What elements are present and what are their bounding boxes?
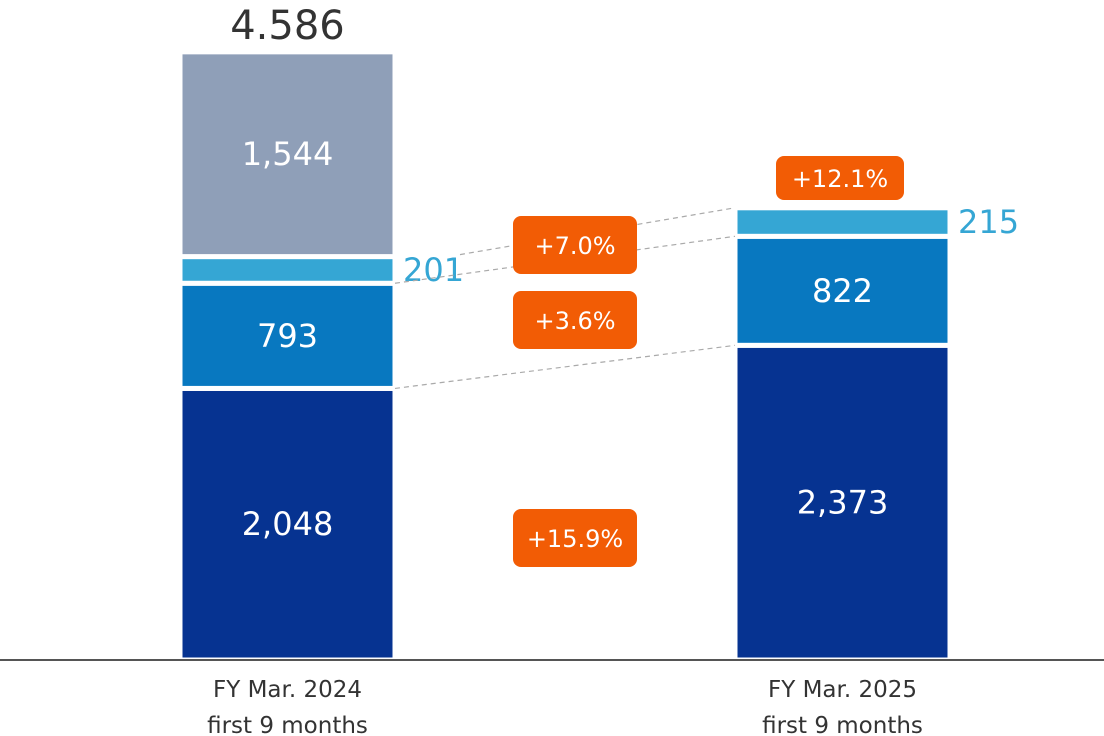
annotation: +3.6%	[534, 307, 615, 335]
value-label: 1,544	[242, 135, 334, 173]
annotation-box	[513, 291, 637, 349]
bar-segment	[177, 49, 398, 260]
value-label: 793	[257, 317, 318, 355]
annotation-box	[513, 216, 637, 274]
bar-segment	[732, 233, 953, 348]
value-label: 201	[403, 251, 464, 289]
total-label: 4.586	[230, 3, 345, 49]
connector	[394, 344, 736, 390]
value-label: 822	[812, 272, 873, 310]
bar-segment	[732, 342, 953, 663]
x-tick-label: FY Mar. 2025 first 9 months	[762, 677, 923, 736]
annotation-box	[513, 509, 637, 567]
annotation: +12.1%	[792, 165, 888, 193]
value-label: 215	[958, 203, 1019, 241]
x-tick-label: FY Mar. 2024 first 9 months	[207, 677, 368, 736]
annotation-box	[776, 156, 904, 200]
bar-segment	[177, 254, 398, 286]
bar-segment	[177, 385, 398, 663]
bar-segment	[732, 205, 953, 239]
annotation: +7.0%	[534, 232, 615, 260]
bar-segment	[177, 280, 398, 391]
value-label: 2,373	[797, 484, 889, 522]
annotation: +15.9%	[527, 525, 623, 553]
value-label: 2,048	[242, 505, 334, 543]
